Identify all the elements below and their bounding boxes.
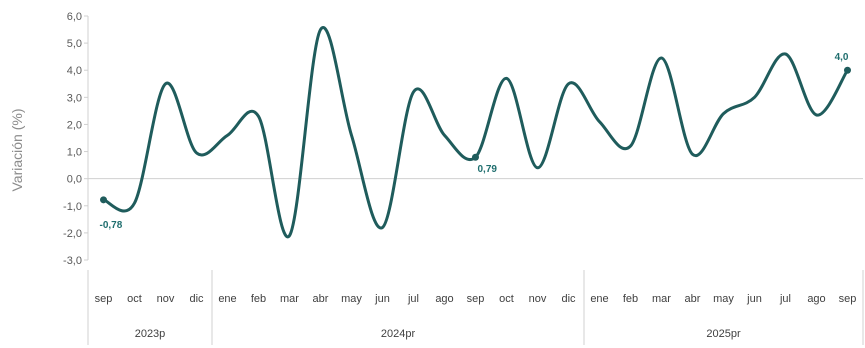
x-tick-label: abr: [313, 293, 329, 305]
x-tick-label: ago: [435, 293, 453, 305]
series-layer: [102, 26, 849, 239]
data-labels-layer: -0,78 0,79 4,0: [100, 52, 851, 231]
y-axis: -3,0 -2,0 -1,0 0,0 1,0 2,0 3,0 4,0 5,0 6,0: [63, 11, 89, 267]
series-line: [102, 26, 849, 239]
x-tick-label: dic: [561, 293, 576, 305]
x-tick-label: feb: [623, 293, 638, 305]
x-tick-label: may: [713, 293, 734, 305]
x-tick-label: mar: [280, 293, 299, 305]
x-tick-label: dic: [189, 293, 204, 305]
x-tick-label: may: [341, 293, 362, 305]
group-label: 2024pr: [381, 328, 416, 340]
x-tick-label: feb: [251, 293, 266, 305]
x-tick-label: oct: [499, 293, 514, 305]
labeled-point-marker: [100, 196, 107, 204]
x-tick-label: sep: [467, 293, 485, 305]
x-tick-label: jun: [746, 293, 762, 305]
x-tick-label: ene: [218, 293, 236, 305]
x-tick-label: ene: [590, 293, 608, 305]
data-label: 0,79: [478, 164, 498, 175]
x-axis: sep oct nov dic ene feb mar abr may jun jul ago sep o…: [87, 178, 864, 345]
data-label: 4,0: [835, 52, 849, 63]
x-tick-label: mar: [652, 293, 671, 305]
x-tick-label: abr: [685, 293, 701, 305]
x-tick-label: sep: [95, 293, 113, 305]
x-tick-label: oct: [127, 293, 142, 305]
labeled-point-marker: [472, 153, 479, 161]
group-label: 2025pr: [706, 328, 741, 340]
x-tick-label: sep: [839, 293, 857, 305]
y-tick-label: -3,0: [63, 255, 82, 267]
x-tick-label: nov: [157, 293, 175, 305]
y-tick-label: 3,0: [67, 92, 82, 104]
x-tick-label: jul: [779, 293, 791, 305]
y-tick-label: 1,0: [67, 147, 82, 159]
x-tick-label: nov: [529, 293, 547, 305]
x-tick-label: jul: [407, 293, 419, 305]
y-tick-label: 0,0: [67, 174, 82, 186]
labeled-point-marker: [844, 66, 851, 74]
y-axis-label: Variación (%): [9, 109, 25, 192]
data-label: -0,78: [100, 220, 123, 231]
x-tick-label: jun: [374, 293, 390, 305]
x-tick-label: ago: [807, 293, 825, 305]
y-tick-label: -1,0: [63, 201, 82, 213]
y-tick-label: 2,0: [67, 119, 82, 131]
y-tick-label: 5,0: [67, 38, 82, 50]
y-tick-label: 6,0: [67, 11, 82, 23]
y-tick-label: 4,0: [67, 65, 82, 77]
y-tick-label: -2,0: [63, 228, 82, 240]
group-label: 2023p: [135, 328, 166, 340]
